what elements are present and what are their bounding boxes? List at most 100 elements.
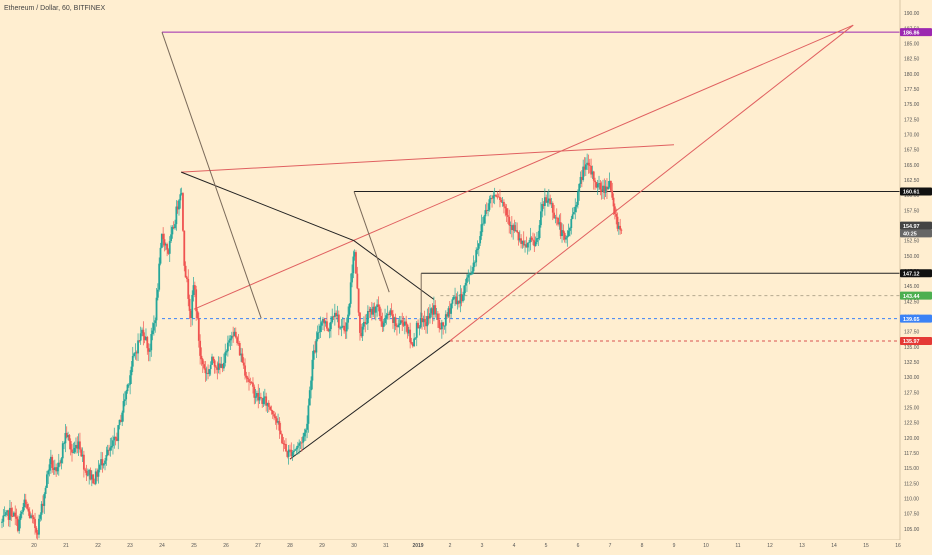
candle-body [116,438,118,441]
candle-body [600,189,603,192]
candle-body [596,183,599,188]
candle-body [76,444,79,449]
candle-body [426,316,429,327]
candle-body [545,197,548,203]
candle-body [141,329,143,334]
candle-body [68,435,71,442]
candle-body [34,519,36,529]
candle-body [559,222,562,237]
candle-body [6,510,9,513]
candle-body [510,225,513,231]
candle-body [315,339,318,353]
candle-body [304,429,307,433]
candle-body [59,462,62,464]
candle-body [331,316,334,323]
candle-body [105,454,108,461]
candle-body [246,377,249,380]
plot-area[interactable] [0,0,900,540]
candle-body [595,182,598,188]
y-tick-label: 170.00 [904,132,920,138]
candle-body [209,364,212,370]
candle-body [418,327,421,329]
trend-line-red-lower-fan [449,24,854,342]
y-tick-label: 127.50 [904,390,920,396]
candle-body [223,362,225,369]
candle-body [598,183,600,184]
candle-body [118,419,121,426]
candle-body [32,517,35,520]
candle-body [407,329,410,334]
trend-line-gray-diagonal [161,32,262,319]
candle-body [318,331,320,333]
candle-body [604,186,607,193]
candle-body [253,386,256,398]
candle-body [591,171,594,175]
candle-body [526,243,529,248]
candle-body [516,230,519,233]
candle-body [365,323,368,325]
candle-body [213,360,216,367]
candle-body [466,277,468,283]
candle-body [106,449,109,455]
candle-body [306,423,309,430]
candle-body [475,250,478,263]
candle-body [310,380,312,391]
price-badge [900,221,932,230]
candle-body [263,396,266,398]
candle-body [613,206,616,215]
candle-body [155,297,158,321]
candle-body [308,390,311,406]
trend-line-black-from-high [181,171,435,300]
candle-body [356,273,359,289]
candle-body [470,274,472,275]
candle-body [573,212,575,215]
candle-body [166,244,169,250]
candle-body [215,366,217,368]
candle-body [39,514,42,519]
horizontal-levels [162,31,900,342]
candle-body [385,315,388,319]
candle-body [108,449,110,451]
candle-body [612,197,615,207]
time-axis[interactable] [0,540,900,550]
candle-body [536,238,538,243]
candle-body [370,308,373,315]
price-badge-label: 40:25 [903,232,917,238]
candle-body [450,303,452,314]
candle-body [329,322,332,330]
candle-body [22,507,25,512]
candle-body [100,459,102,466]
candle-body [620,229,623,231]
candle-body [451,299,454,304]
candle-body [414,337,417,339]
candle-body [133,353,135,356]
price-badge [900,336,932,345]
candle-body [228,340,231,343]
candle-body [125,391,128,400]
y-tick-label: 107.50 [904,512,920,518]
candle-body [186,277,188,279]
candle-body [69,441,72,450]
candle-body [122,401,125,413]
candle-body [237,342,240,344]
candle-body [328,329,331,332]
candle-body [363,321,365,327]
candle-body [402,322,405,326]
candle-body [588,165,591,167]
y-tick-label: 167.50 [904,148,920,154]
candle-body [92,474,95,484]
candle-body [530,237,533,240]
y-tick-label: 175.00 [904,102,920,108]
y-tick-label: 137.50 [904,330,920,336]
candle-body [583,166,586,170]
candle-body [12,512,15,517]
candle-body [512,225,515,231]
candle-body [529,237,532,243]
y-tick-label: 105.00 [904,527,920,533]
candle-body [419,317,422,328]
candle-body [586,162,589,165]
candle-body [42,503,44,506]
candle-body [460,294,463,302]
x-tick-label: 10 [703,543,709,549]
y-tick-label: 190.00 [904,11,920,17]
